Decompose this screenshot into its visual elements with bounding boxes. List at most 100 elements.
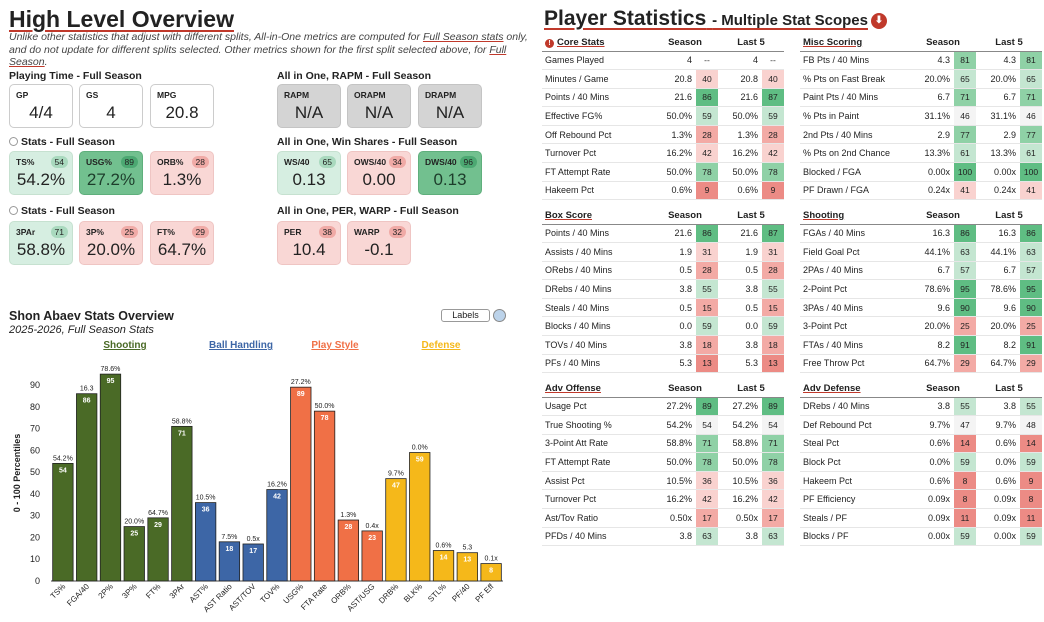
bar-percentile-label: 17 <box>249 548 257 555</box>
last5-value: 0.6% <box>976 434 1020 454</box>
stat-name: Steals / PF <box>800 508 910 528</box>
season-value: 0.09x <box>910 489 954 510</box>
note-link-full-season-stats[interactable]: Full Season stats <box>422 31 504 43</box>
season-percentile: 78 <box>696 452 718 472</box>
card-gs-value: 4 <box>106 103 116 122</box>
column-header-last5[interactable]: Last 5 <box>718 207 784 225</box>
column-header-last5[interactable]: Last 5 <box>718 380 784 398</box>
column-header-season[interactable]: Season <box>910 380 976 398</box>
column-header-season[interactable]: Season <box>910 34 976 52</box>
last5-percentile: 15 <box>762 298 784 318</box>
column-header-season[interactable]: Season <box>652 380 718 398</box>
last5-percentile: 42 <box>762 489 784 510</box>
last5-percentile: 65 <box>1020 69 1042 89</box>
season-value: 5.3 <box>652 354 696 374</box>
last5-percentile: 55 <box>1020 397 1042 417</box>
column-header-last5[interactable]: Last 5 <box>976 207 1042 225</box>
season-percentile: 8 <box>954 471 976 491</box>
bar-raw-label: 50.0% <box>315 403 335 410</box>
stat-name: Blocks / 40 Mins <box>542 316 652 337</box>
last5-percentile: 25 <box>1020 316 1042 337</box>
y-tick-label: 70 <box>30 424 40 434</box>
column-header-last5[interactable]: Last 5 <box>718 34 784 52</box>
radio-stats-2[interactable] <box>9 206 18 215</box>
card-ows40-label: OWS/40 <box>354 157 387 167</box>
card-rapm: RAPM N/A <box>277 84 341 128</box>
card-3p: 3P% 25 20.0% <box>79 221 143 265</box>
card-3p-value: 20.0% <box>86 240 136 259</box>
stat-row: Block Pct 0.0% 59 0.0% 59 <box>800 452 1042 472</box>
last5-value: 0.5 <box>718 261 762 281</box>
stat-row: Off Rebound Pct 1.3% 28 1.3% 28 <box>542 125 784 145</box>
y-tick-label: 40 <box>30 489 40 499</box>
season-percentile: 59 <box>954 452 976 472</box>
stat-name: 3-Point Pct <box>800 316 910 337</box>
radio-stats-1[interactable] <box>9 137 18 146</box>
season-percentile: 8 <box>954 489 976 510</box>
labels-toggle-button[interactable]: Labels <box>441 309 490 322</box>
last5-percentile: 63 <box>762 527 784 547</box>
last5-value: 20.0% <box>976 69 1020 89</box>
stat-row: FTAs / 40 Mins 8.2 91 8.2 91 <box>800 335 1042 355</box>
last5-percentile: 59 <box>1020 452 1042 472</box>
card-ft-pct: 29 <box>191 226 209 238</box>
column-header-season[interactable]: Season <box>652 34 718 52</box>
stat-table-header: Box Score Season Last 5 <box>542 207 784 225</box>
last5-value: 6.7 <box>976 261 1020 281</box>
stat-row: Steals / 40 Mins 0.5 15 0.5 15 <box>542 298 784 318</box>
card-dws40-value: 0.13 <box>433 170 467 189</box>
card-ft: FT% 29 64.7% <box>150 221 214 265</box>
last5-value: 0.00x <box>976 162 1020 182</box>
column-header-season[interactable]: Season <box>652 207 718 225</box>
card-per-value: 10.4 <box>292 240 326 259</box>
legend-defense: Defense <box>422 340 461 351</box>
season-percentile: 71 <box>954 88 976 108</box>
last5-value: 9.6 <box>976 298 1020 318</box>
download-icon[interactable]: ⬇ <box>870 13 887 29</box>
stat-name: DRebs / 40 Mins <box>800 397 910 417</box>
last5-percentile: 57 <box>1020 261 1042 281</box>
legend-ball-handling: Ball Handling <box>209 340 273 351</box>
column-header-season[interactable]: Season <box>910 207 976 225</box>
card-ws40-label: WS/40 <box>284 157 310 167</box>
bar-raw-label: 7.5% <box>221 534 237 541</box>
card-usg-pct: 89 <box>120 156 138 168</box>
card-usg: USG% 89 27.2% <box>79 151 143 195</box>
section-aio-per: All in One, PER, WARP - Full Season <box>277 205 459 217</box>
card-mpg-value: 20.8 <box>165 103 199 122</box>
stat-name: PFs / 40 Mins <box>542 354 652 374</box>
last5-percentile: -- <box>762 51 784 71</box>
last5-percentile: 71 <box>762 434 784 454</box>
card-warp-label: WARP <box>354 227 380 237</box>
last5-percentile: 61 <box>1020 143 1042 164</box>
section-playing-time: Playing Time - Full Season <box>9 70 142 82</box>
bar-blk- <box>409 452 431 582</box>
note-link-full-season[interactable]: Full Season <box>9 43 507 69</box>
stat-row: Points / 40 Mins 21.6 86 21.6 87 <box>542 88 784 108</box>
bar-percentile-label: 54 <box>59 467 67 474</box>
stat-row: % Pts in Paint 31.1% 46 31.1% 46 <box>800 106 1042 126</box>
player-stats-subtitle: - Multiple Stat Scopes <box>712 12 868 29</box>
card-rapm-value: N/A <box>294 103 324 122</box>
last5-value: 0.0% <box>976 452 1020 472</box>
card-ws40: WS/40 65 0.13 <box>277 151 341 195</box>
last5-value: 4.3 <box>976 51 1020 71</box>
stat-table-title: Adv Offense <box>542 380 652 398</box>
card-gs-label: GS <box>86 90 99 100</box>
stat-row: Assist Pct 10.5% 36 10.5% 36 <box>542 471 784 491</box>
stat-name: % Pts on Fast Break <box>800 69 910 89</box>
last5-value: 21.6 <box>718 88 762 108</box>
column-header-last5[interactable]: Last 5 <box>976 380 1042 398</box>
last5-percentile: 11 <box>1020 508 1042 528</box>
last5-percentile: 87 <box>762 88 784 108</box>
card-ft-value: 64.7% <box>157 240 207 259</box>
column-header-last5[interactable]: Last 5 <box>976 34 1042 52</box>
card-drapm-value: N/A <box>435 103 465 122</box>
last5-value: 0.0 <box>718 316 762 337</box>
labels-toggle-switch[interactable] <box>493 309 506 322</box>
stat-name: Blocked / FGA <box>800 162 910 182</box>
last5-value: 1.3% <box>718 125 762 145</box>
stat-row: Hakeem Pct 0.6% 8 0.6% 9 <box>800 471 1042 491</box>
last5-value: 16.3 <box>976 224 1020 244</box>
last5-value: 78.6% <box>976 279 1020 299</box>
